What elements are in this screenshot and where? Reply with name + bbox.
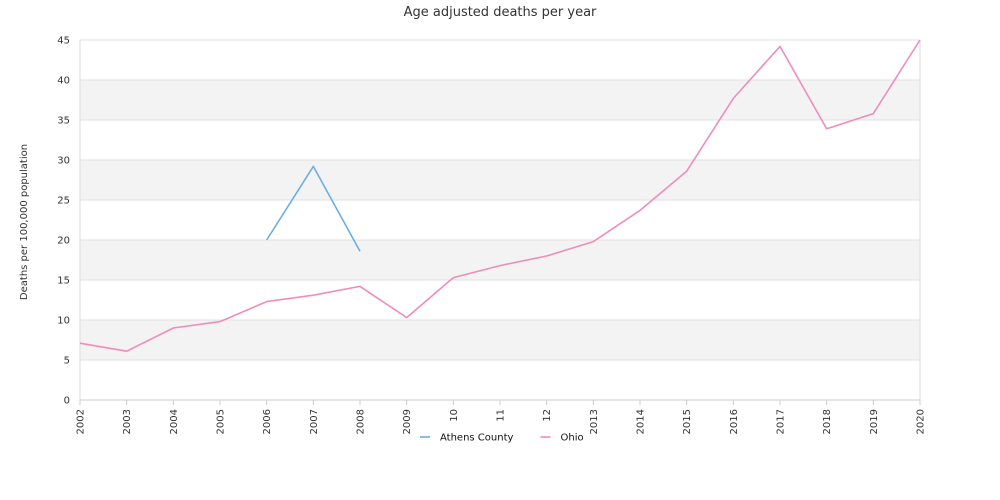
x-tick-label: 2015 [682,409,693,434]
x-axis-ticks: 2002 2003 2004 2005 2006 2007 2008 2009 10 11 12 20… [76,400,927,434]
y-tick-label: 25 [57,196,70,207]
x-tick-label: 2008 [356,409,367,434]
y-tick-label: 35 [57,116,70,127]
y-tick-label: 20 [57,236,70,247]
grid-band [80,80,920,120]
x-tick-label: 2005 [216,409,227,434]
grid-band [80,240,920,280]
y-tick-label: 40 [57,76,70,87]
x-tick-label: 12 [542,409,553,422]
x-tick-label: 2017 [776,409,787,434]
x-tick-label: 2004 [169,409,180,434]
y-tick-label: 15 [57,276,70,287]
x-tick-label: 2002 [76,409,87,434]
x-tick-label: 2019 [869,409,880,434]
y-tick-label: 30 [57,156,70,167]
x-tick-label: 2016 [729,409,740,434]
y-axis-label: Deaths per 100,000 population [19,144,30,300]
y-tick-label: 10 [57,316,70,327]
x-tick-label: 11 [496,409,507,422]
x-tick-label: 2020 [916,409,927,434]
x-tick-label: 2013 [589,409,600,434]
series-line-athens-county [265,165,361,252]
y-tick-label: 5 [64,356,70,367]
x-tick-label: 10 [449,409,460,422]
series-line-ohio [79,39,921,352]
x-tick-label: 2018 [822,409,833,434]
y-tick-label: 45 [57,36,70,47]
legend: Athens County Ohio [420,433,584,444]
legend-label: Athens County [440,433,514,444]
gridlines [80,39,920,401]
x-tick-label: 2007 [309,409,320,434]
x-tick-label: 2014 [636,409,647,434]
series-lines [79,39,921,352]
x-tick-label: 2009 [402,409,413,434]
grid-band [80,320,920,360]
x-tick-label: 2006 [262,409,273,434]
chart-title: Age adjusted deaths per year [404,5,597,20]
y-tick-label: 0 [64,396,70,407]
grid-bands [80,80,920,360]
x-tick-label: 2003 [122,409,133,434]
grid-band [80,160,920,200]
y-axis-ticks: 0 5 10 15 20 25 30 35 40 45 [57,36,70,407]
legend-label: Ohio [561,433,584,444]
